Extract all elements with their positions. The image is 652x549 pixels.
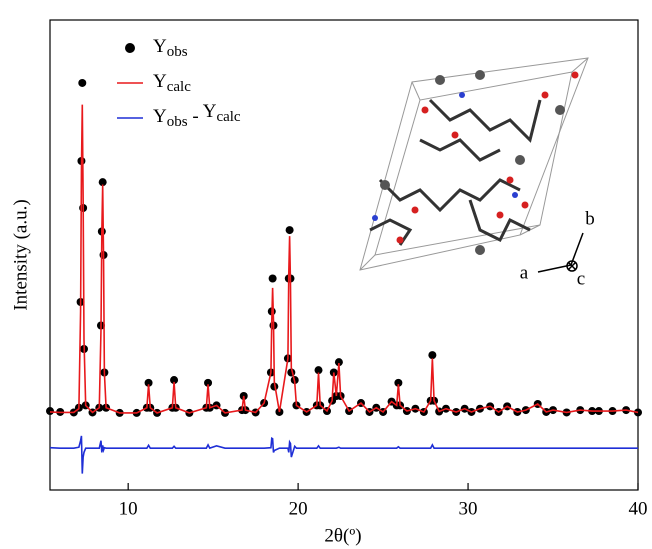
- data-point: [269, 275, 277, 283]
- chart: 2θ(º) Intensity (a.u.) a: [0, 0, 652, 549]
- crystal-structure-inset: [360, 58, 588, 270]
- data-point: [286, 226, 294, 234]
- legend-label: Yobs: [153, 36, 188, 60]
- series-line: [50, 105, 638, 413]
- x-axis-label: 2θ(º): [324, 525, 361, 546]
- data-point: [46, 407, 54, 415]
- x-tick-label: 20: [289, 498, 308, 519]
- y-axis-label: Intensity (a.u.): [10, 199, 31, 310]
- series-line: [50, 436, 638, 474]
- data-point: [78, 79, 86, 87]
- legend-label: Ycalc: [153, 71, 191, 95]
- inset-label: c: [577, 268, 585, 289]
- x-tick-label: 30: [459, 498, 478, 519]
- x-tick-label: 40: [629, 498, 648, 519]
- inset-label: b: [585, 208, 595, 229]
- x-tick-label: 10: [119, 498, 138, 519]
- legend-label: Yobs - Ycalc: [153, 101, 241, 130]
- data-point: [428, 351, 436, 359]
- inset-label: a: [520, 262, 529, 283]
- plot-frame: [50, 20, 638, 490]
- legend-marker: [125, 43, 135, 53]
- inset-axes: [538, 233, 583, 272]
